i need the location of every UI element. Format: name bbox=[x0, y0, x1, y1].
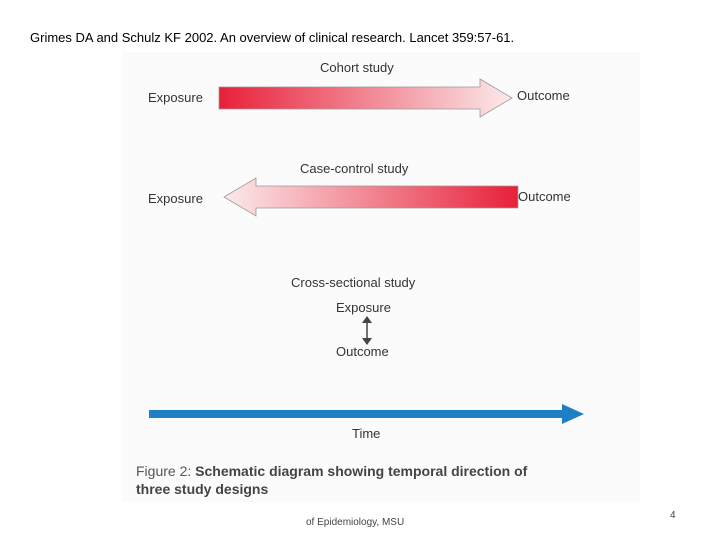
cohort-title: Cohort study bbox=[320, 60, 394, 75]
cross-sectional-outcome-label: Outcome bbox=[336, 344, 389, 359]
case-control-arrow bbox=[223, 177, 519, 217]
time-label: Time bbox=[352, 426, 381, 441]
diagram-arrows bbox=[149, 78, 584, 424]
cross-sectional-title: Cross-sectional study bbox=[291, 275, 416, 290]
caption-line1: Schematic diagram showing temporal direc… bbox=[195, 463, 528, 479]
study-design-figure: Cohort study Exposure Outcome Case-contr… bbox=[122, 52, 640, 502]
cohort-exposure-label: Exposure bbox=[148, 90, 203, 105]
case-control-outcome-label: Outcome bbox=[518, 189, 571, 204]
case-control-title: Case-control study bbox=[300, 161, 409, 176]
cross-sectional-exposure-label: Exposure bbox=[336, 300, 391, 315]
cohort-outcome-label: Outcome bbox=[517, 88, 570, 103]
page-number: 4 bbox=[670, 510, 676, 521]
footer-text: of Epidemiology, MSU bbox=[306, 517, 405, 528]
citation: Grimes DA and Schulz KF 2002. An overvie… bbox=[30, 30, 515, 45]
figure-caption: Figure 2: Schematic diagram showing temp… bbox=[136, 462, 527, 498]
time-arrow bbox=[149, 404, 584, 424]
caption-lead: Figure 2: bbox=[136, 463, 196, 479]
cohort-arrow bbox=[218, 78, 513, 118]
case-control-exposure-label: Exposure bbox=[148, 191, 203, 206]
cross-sectional-arrow bbox=[362, 316, 372, 345]
caption-line2: three study designs bbox=[136, 481, 269, 497]
